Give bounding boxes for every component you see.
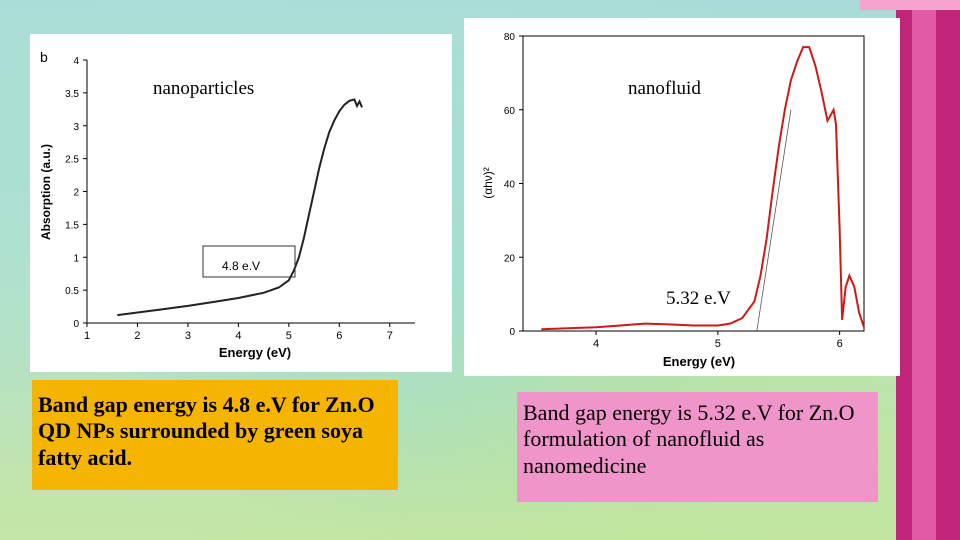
bandgap-annotation-box bbox=[202, 245, 296, 278]
y-tick-label: 2.5 bbox=[65, 155, 79, 166]
decor-pink-top bbox=[860, 0, 960, 10]
x-tick-label: 5 bbox=[286, 330, 292, 342]
x-axis-label: Energy (eV) bbox=[663, 354, 735, 369]
x-tick-label: 5 bbox=[715, 338, 721, 350]
bandgap-label-right: 5.32 e.V bbox=[666, 288, 731, 309]
y-tick-label: 0.5 bbox=[65, 286, 79, 297]
tauc-fit-line bbox=[756, 109, 792, 332]
y-tick-label: 1 bbox=[73, 253, 79, 264]
y-tick-label: 3 bbox=[73, 122, 79, 133]
absorption-chart: b 1 2 3 4 5 6 7 0 0.5 1 1.5 2 2.5 3 3.5 4 4.8 e.V Energ… bbox=[39, 49, 415, 360]
y-tick-label: 0 bbox=[509, 327, 515, 338]
chart-panel-left: b 1 2 3 4 5 6 7 0 0.5 1 1.5 2 2.5 3 3.5 4 4.8 e.V Energ… bbox=[30, 34, 452, 372]
y-tick-label: 80 bbox=[504, 32, 516, 43]
caption-left: Band gap energy is 4.8 e.V for Zn.O QD N… bbox=[32, 380, 398, 490]
y-tick-label: 60 bbox=[504, 106, 516, 117]
x-tick-label: 6 bbox=[336, 330, 342, 342]
chart-panel-right: 4 5 6 0 20 40 60 80 Energy (eV) (αhν)² bbox=[464, 18, 900, 376]
x-tick-label: 3 bbox=[185, 330, 191, 342]
y-tick-label: 2 bbox=[73, 188, 79, 199]
y-axis-label: Absorption (a.u.) bbox=[39, 144, 53, 240]
decor-pink-strip bbox=[912, 0, 936, 540]
label-nanofluid: nanofluid bbox=[628, 78, 701, 99]
y-tick-label: 3.5 bbox=[65, 89, 79, 100]
x-tick-label: 1 bbox=[84, 330, 90, 342]
y-tick-label: 40 bbox=[504, 180, 516, 191]
absorption-curve bbox=[117, 98, 363, 317]
x-tick-label: 4 bbox=[235, 330, 241, 342]
panel-letter: b bbox=[40, 49, 48, 65]
y-tick-label: 4 bbox=[73, 56, 79, 67]
x-tick-label: 2 bbox=[134, 330, 140, 342]
x-axis-label: Energy (eV) bbox=[219, 345, 291, 360]
y-axis-label: (αhν)² bbox=[481, 167, 495, 199]
x-tick-label: 6 bbox=[837, 338, 843, 350]
x-tick-label: 7 bbox=[387, 330, 393, 342]
y-tick-label: 20 bbox=[504, 253, 516, 264]
y-tick-label: 0 bbox=[73, 319, 79, 330]
caption-right: Band gap energy is 5.32 e.V for Zn.O for… bbox=[517, 392, 878, 502]
y-tick-label: 1.5 bbox=[65, 220, 79, 231]
label-nanoparticles: nanoparticles bbox=[153, 78, 255, 99]
tauc-curve bbox=[541, 46, 865, 331]
x-tick-label: 4 bbox=[593, 338, 599, 350]
bandgap-annotation: 4.8 e.V bbox=[222, 259, 260, 273]
